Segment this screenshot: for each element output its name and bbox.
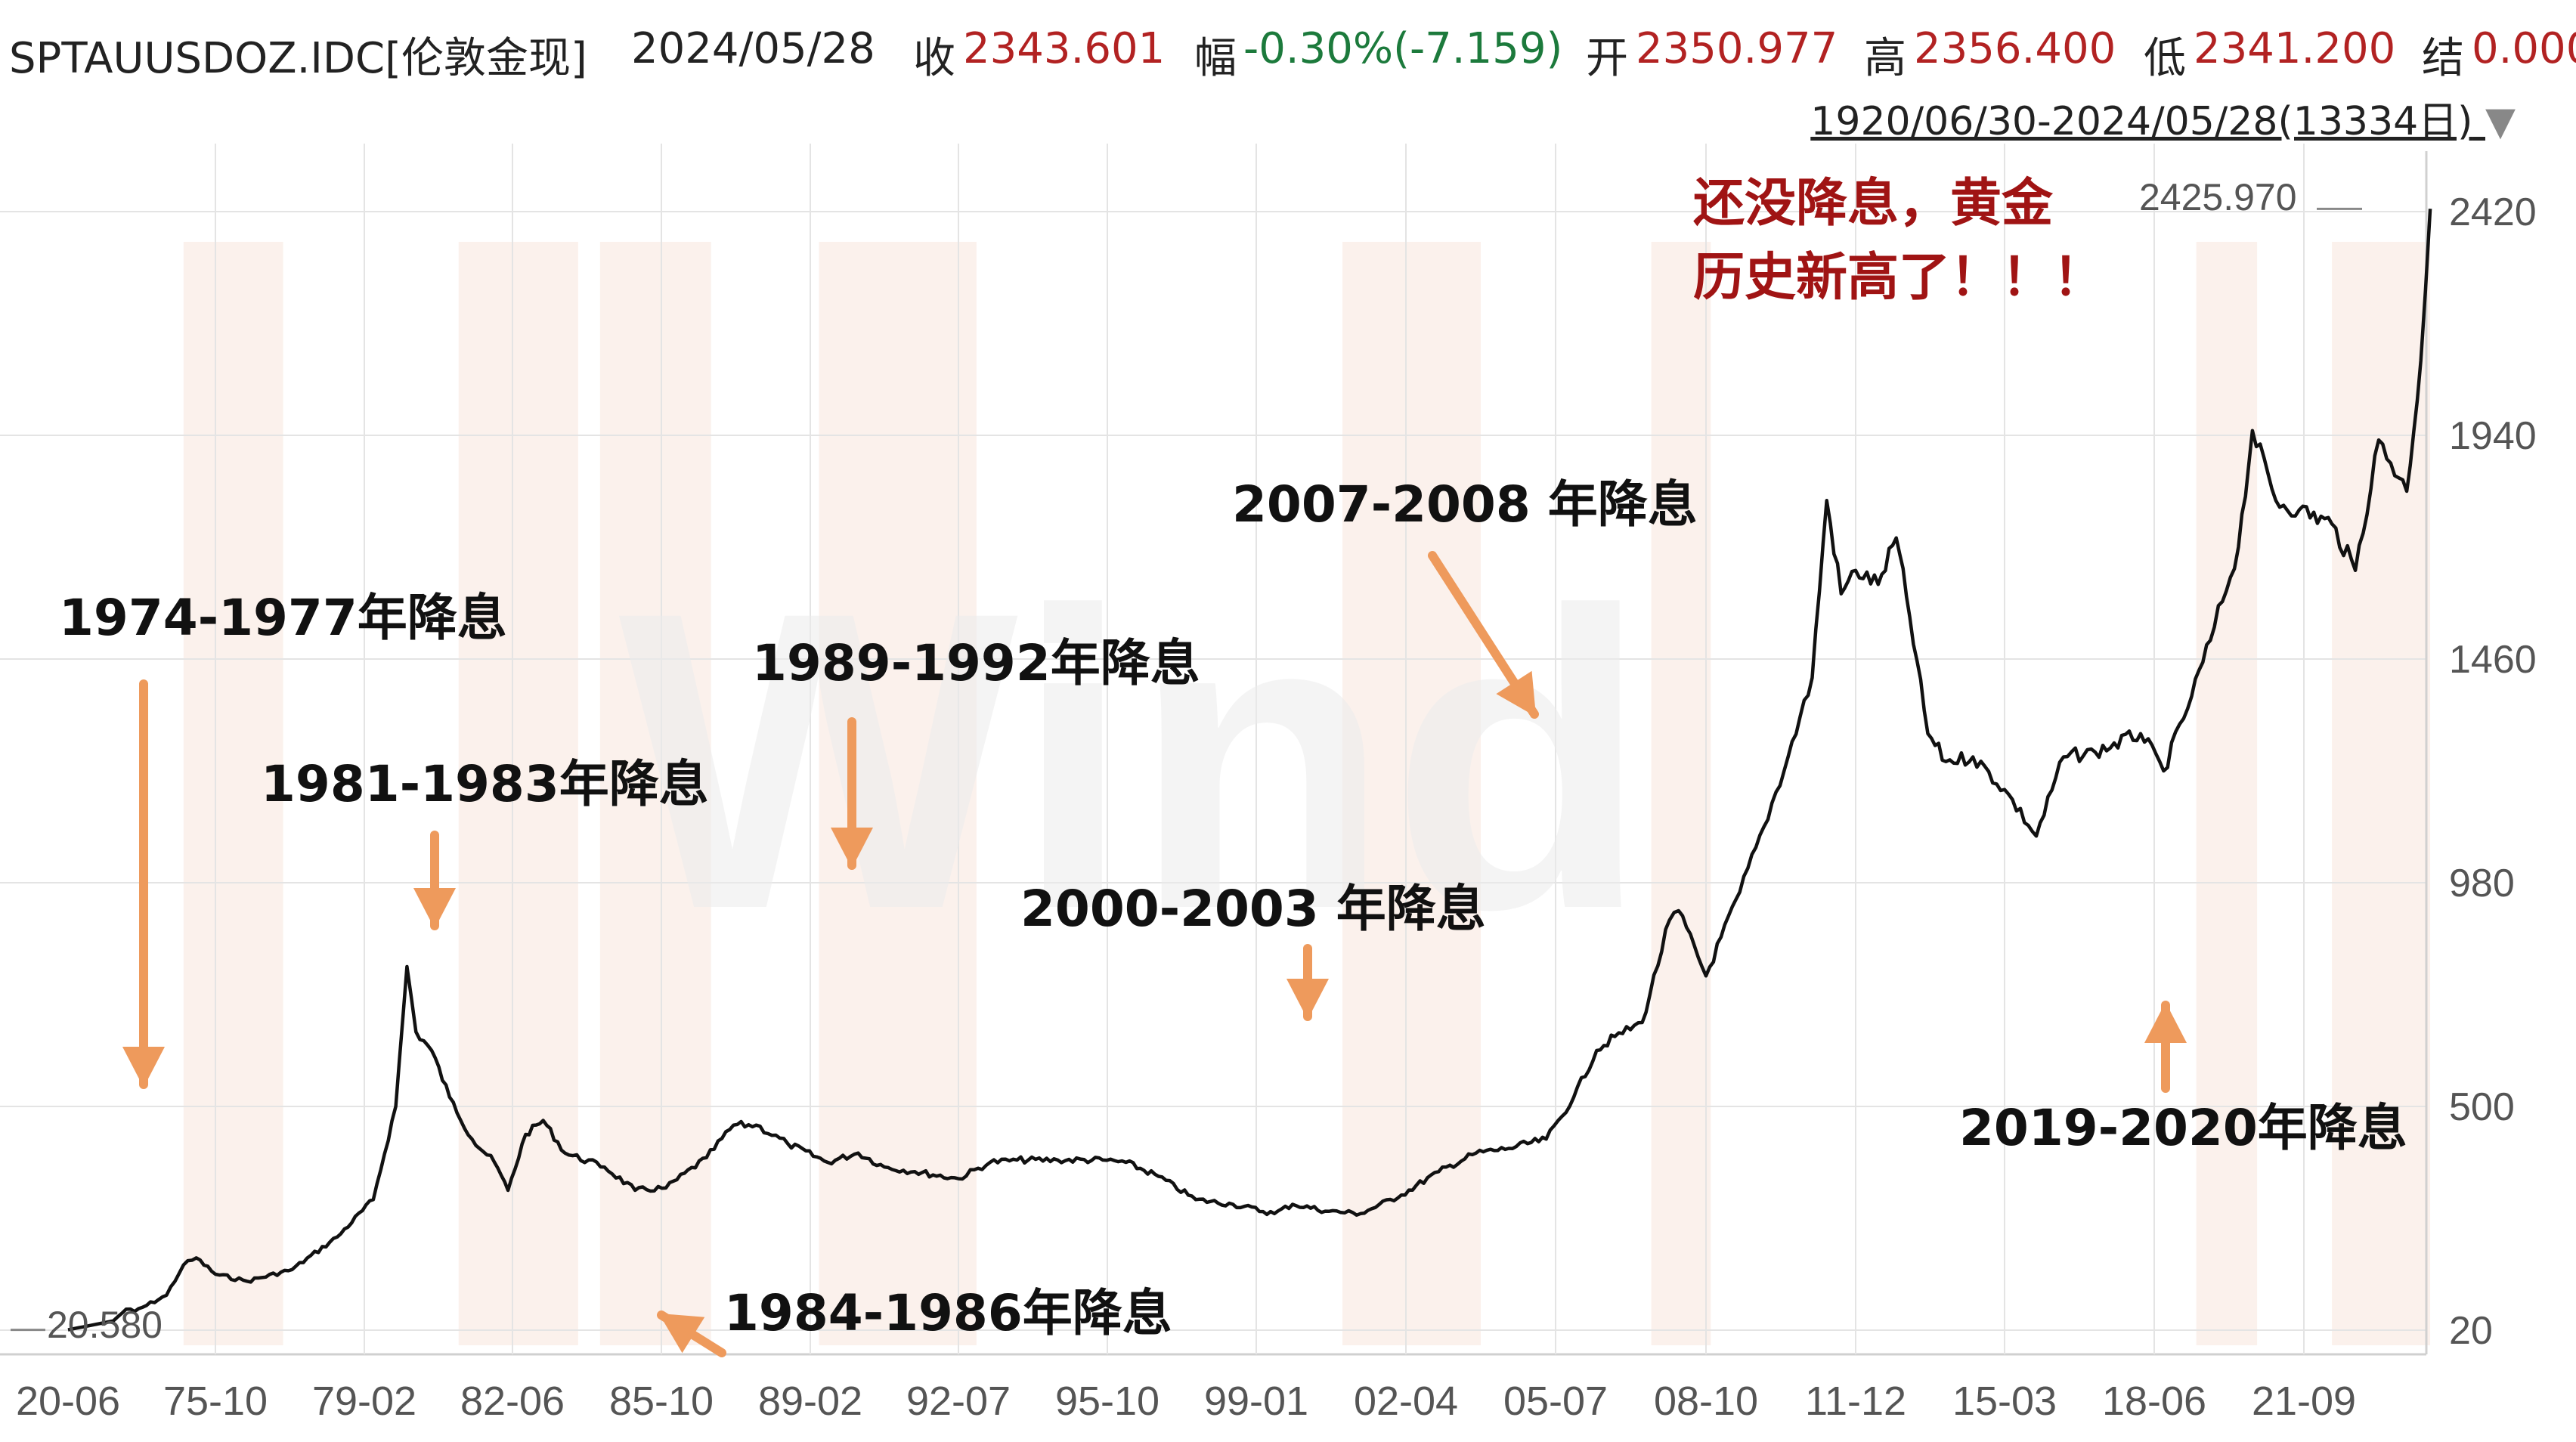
- gold-price-line: [67, 209, 2432, 1332]
- x-axis: 20-06 75-10 79-02 82-06 85-10 89-02 92-07 95-10…: [16, 1379, 2356, 1424]
- note-line-1: 还没降息，黄金: [1693, 173, 2054, 234]
- rate-cut-band: [1342, 242, 1481, 1345]
- settle-value: 0.000: [2472, 24, 2576, 73]
- x-tick-label: 15-03: [1952, 1379, 2057, 1424]
- rate-cut-band: [2196, 242, 2258, 1345]
- arrow-head: [413, 888, 456, 929]
- x-tick-label: 82-06: [460, 1379, 565, 1424]
- annotation-1981-1983: 1981-1983年降息: [261, 755, 709, 813]
- annotation-arrow: [413, 831, 456, 930]
- low-value: 2341.200: [2194, 24, 2396, 73]
- grid-lines: [0, 144, 2428, 1356]
- annotation-1984-1986: 1984-1986年降息: [724, 1284, 1172, 1342]
- y-axis: 20 500 980 1460 1940 2420: [2449, 190, 2537, 1353]
- rate-cut-band: [819, 242, 977, 1345]
- watermark: Wind: [618, 524, 1649, 997]
- annotation-arrow: [1428, 551, 1539, 719]
- annotation-arrow: [831, 717, 873, 870]
- x-tick-label: 20-06: [16, 1379, 120, 1424]
- x-tick-label: 85-10: [609, 1379, 714, 1424]
- x-tick-label: 92-07: [906, 1379, 1011, 1424]
- x-tick-label: 95-10: [1055, 1379, 1160, 1424]
- note-line-2: 历史新高了！！！: [1693, 247, 2104, 308]
- rate-cut-band: [599, 242, 711, 1345]
- peak-value-label: 2425.970: [2139, 176, 2297, 218]
- close-value: 2343.601: [963, 24, 1166, 73]
- close-label: 收: [913, 34, 955, 83]
- x-tick-label: 75-10: [163, 1379, 268, 1424]
- x-tick-label: 79-02: [312, 1379, 416, 1424]
- x-tick-label: 18-06: [2102, 1379, 2206, 1424]
- arrow-head: [658, 1313, 705, 1354]
- y-tick-label: 500: [2449, 1085, 2515, 1129]
- x-tick-label: 02-04: [1354, 1379, 1458, 1424]
- annotation-arrow: [2144, 1001, 2187, 1093]
- x-tick-label: 99-01: [1204, 1379, 1308, 1424]
- settle-label: 结: [2422, 34, 2464, 83]
- rate-cut-band: [183, 242, 283, 1345]
- symbol-title: SPTAUUSDOZ.IDC[伦敦金现]: [9, 34, 587, 83]
- high-label: 高: [1864, 34, 1906, 83]
- annotation-labels: 1974-1977年降息 1981-1983年降息 1984-1986年降息 1…: [47, 173, 2407, 1346]
- arrow-head: [831, 828, 873, 868]
- series-line: [67, 209, 2432, 1332]
- rate-cut-bands: [183, 242, 2431, 1345]
- high-value: 2356.400: [1914, 24, 2116, 73]
- arrow-head: [2144, 1002, 2187, 1043]
- low-label: 低: [2144, 34, 2186, 83]
- x-tick-label: 08-10: [1654, 1379, 1758, 1424]
- annotation-1974-1977: 1974-1977年降息: [59, 589, 507, 647]
- arrow-head: [1286, 979, 1329, 1020]
- y-tick-label: 1940: [2449, 414, 2537, 458]
- x-tick-label: 11-12: [1805, 1379, 1906, 1424]
- rate-cut-band: [1651, 242, 1711, 1345]
- arrow-head: [1496, 670, 1537, 717]
- annotation-arrows: [11, 207, 2362, 1357]
- y-tick-label: 2420: [2449, 190, 2537, 234]
- change-value: -0.30%(-7.159): [1243, 24, 1563, 73]
- x-tick-label: 05-07: [1503, 1379, 1608, 1424]
- open-label: 开: [1586, 34, 1628, 83]
- y-tick-label: 20: [2449, 1309, 2493, 1353]
- open-value: 2350.977: [1636, 24, 1838, 73]
- annotation-2019-2020: 2019-2020年降息: [1959, 1099, 2407, 1157]
- change-label: 幅: [1194, 34, 1237, 83]
- arrow-head: [122, 1047, 165, 1088]
- annotation-arrow: [657, 1310, 726, 1357]
- annotation-1989-1992: 1989-1992年降息: [752, 634, 1200, 692]
- x-tick-label: 21-09: [2252, 1379, 2356, 1424]
- annotation-arrow: [122, 679, 165, 1089]
- date-range-selector[interactable]: 1920/06/30-2024/05/28(13334日) ▼: [1810, 89, 2516, 146]
- date-range-text: 1920/06/30-2024/05/28(13334日): [1810, 99, 2473, 144]
- quote-date: 2024/05/28: [631, 24, 875, 73]
- annotation-arrow: [1286, 944, 1329, 1021]
- annotation-2000-2003: 2000-2003 年降息: [1020, 880, 1486, 938]
- y-tick-label: 980: [2449, 862, 2515, 905]
- quote-header: SPTAUUSDOZ.IDC[伦敦金现] 2024/05/28 收 2343.6…: [0, 0, 2576, 144]
- dropdown-triangle-icon[interactable]: ▼: [2485, 99, 2516, 144]
- x-tick-label: 89-02: [758, 1379, 862, 1424]
- start-value-label: 20.580: [47, 1304, 163, 1346]
- gold-price-chart: Wind 20 500 980 1460 1940 2420 20-06 75-10 79-0…: [0, 144, 2537, 1424]
- y-tick-label: 1460: [2449, 638, 2537, 682]
- annotation-2007-2008: 2007-2008 年降息: [1232, 475, 1698, 534]
